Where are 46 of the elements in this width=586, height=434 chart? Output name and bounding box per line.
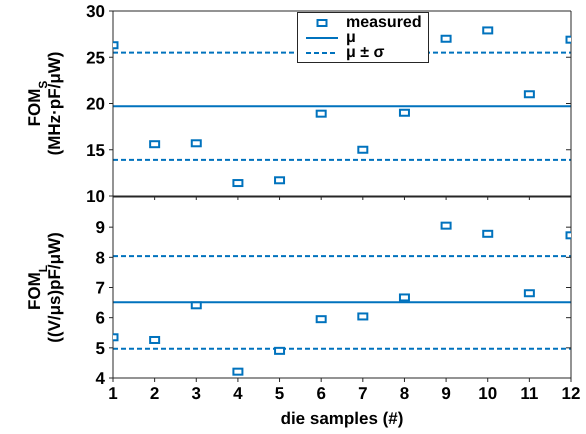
x-tick-label: 10: [478, 384, 498, 404]
x-tick-label: 4: [233, 384, 244, 404]
y-tick-label: 7: [96, 278, 105, 298]
legend-label: μ: [346, 28, 356, 46]
point: [482, 230, 494, 238]
point: [274, 176, 286, 184]
y-tick-label: 20: [86, 94, 105, 114]
x-tick-label: 11: [520, 384, 538, 404]
legend-label: measured: [346, 14, 422, 30]
point: [524, 90, 535, 98]
y-tick-label: 6: [96, 308, 105, 328]
y-tick-label: 9: [96, 218, 105, 238]
x-tick-label: 5: [274, 384, 284, 404]
point: [316, 110, 327, 118]
point: [190, 301, 202, 310]
x-tick-label: 2: [150, 384, 160, 404]
y-tick-label: 15: [86, 140, 105, 160]
point: [524, 289, 535, 298]
point: [482, 26, 494, 34]
y-tick-label: 25: [86, 48, 105, 68]
x-tick-label: 6: [316, 384, 326, 404]
point: [274, 346, 286, 355]
point: [149, 140, 160, 148]
y-tick-label: 4: [96, 369, 106, 388]
x-tick-label: 1: [108, 384, 118, 404]
y-tick-label: 30: [86, 2, 105, 22]
point: [398, 108, 410, 117]
x-tick-label: 8: [400, 384, 410, 404]
point: [440, 222, 452, 230]
point: [357, 146, 368, 154]
x-tick-label: 3: [192, 384, 202, 404]
x-tick-label: 7: [358, 384, 368, 404]
point: [398, 293, 410, 302]
point: [232, 179, 244, 188]
x-axis-title: die samples (#): [280, 409, 404, 428]
y-tick-label: 8: [96, 248, 105, 268]
point: [149, 336, 160, 344]
point: [316, 315, 327, 324]
point: [232, 368, 244, 376]
x-tick-label: 9: [441, 384, 451, 404]
point: [440, 34, 452, 43]
x-tick-label: 12: [562, 384, 580, 404]
y-tick-label: 10: [86, 187, 105, 206]
y-tick-label: 5: [96, 338, 105, 358]
point: [357, 312, 368, 320]
point: [190, 139, 202, 148]
